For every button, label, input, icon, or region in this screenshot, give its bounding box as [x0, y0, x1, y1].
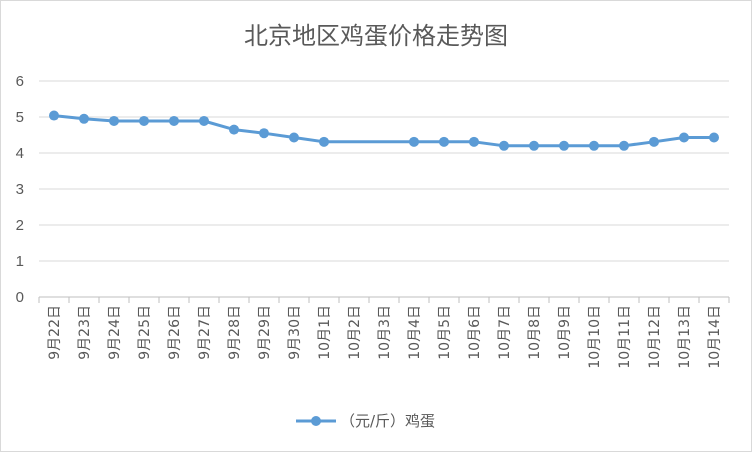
series-line: [53, 114, 714, 148]
x-tick-label: 9月25日: [137, 305, 153, 360]
data-point[interactable]: [229, 124, 239, 135]
data-point[interactable]: [649, 136, 659, 147]
x-tick-label: 9月23日: [77, 305, 93, 360]
x-tick-label: 10月14日: [707, 305, 723, 369]
y-tick-label: 3: [16, 181, 24, 198]
x-axis-ticks: 9月22日 9月23日 9月24日 9月25日 9月26日 9月27日 9月28日 9月29日…: [38, 297, 730, 369]
gridlines: [39, 80, 729, 298]
data-point[interactable]: [199, 115, 209, 126]
x-tick-label: 10月13日: [677, 305, 693, 369]
x-tick-label: 10月12日: [647, 305, 663, 369]
data-point[interactable]: [109, 115, 119, 126]
x-tick-label: 10月6日: [467, 305, 483, 360]
x-tick-label: 10月5日: [437, 305, 453, 360]
y-tick-label: 2: [16, 217, 24, 234]
data-point[interactable]: [709, 132, 719, 143]
x-tick-label: 9月22日: [47, 305, 63, 360]
data-point[interactable]: [529, 140, 539, 151]
x-tick-label: 9月29日: [257, 305, 273, 360]
y-tick-label: 6: [16, 73, 24, 90]
data-point[interactable]: [289, 132, 299, 143]
x-tick-label: 9月26日: [167, 305, 183, 360]
legend-label: （元/斤）鸡蛋: [340, 412, 435, 430]
x-tick-label: 10月3日: [377, 305, 393, 360]
data-point[interactable]: [409, 136, 419, 147]
x-tick-label: 10月11日: [617, 305, 633, 369]
data-point[interactable]: [499, 140, 509, 151]
y-axis-ticks: 0 1 2 3 4 5 6: [16, 73, 24, 306]
x-tick-label: 10月7日: [497, 305, 513, 360]
x-tick-label: 10月2日: [347, 305, 363, 360]
data-point[interactable]: [619, 140, 629, 151]
data-point[interactable]: [469, 136, 479, 147]
data-point[interactable]: [79, 113, 89, 124]
x-tick-label: 9月24日: [107, 305, 123, 360]
x-tick-label: 10月9日: [557, 305, 573, 360]
y-tick-label: 0: [16, 289, 24, 306]
x-tick-label: 10月10日: [587, 305, 603, 369]
data-points: [49, 110, 719, 151]
x-tick-label: 9月28日: [227, 305, 243, 360]
chart-title: 北京地区鸡蛋价格走势图: [244, 22, 508, 50]
data-point[interactable]: [439, 136, 449, 147]
legend[interactable]: （元/斤）鸡蛋: [296, 412, 435, 430]
x-tick-label: 9月30日: [287, 305, 303, 360]
data-point[interactable]: [319, 136, 329, 147]
data-point[interactable]: [259, 128, 269, 139]
data-point[interactable]: [139, 115, 149, 126]
x-tick-label: 9月27日: [197, 305, 213, 360]
data-point[interactable]: [49, 110, 59, 121]
y-tick-label: 1: [16, 253, 24, 270]
y-tick-label: 5: [16, 109, 24, 126]
series-polyline: [53, 114, 714, 148]
x-tick-label: 10月4日: [407, 305, 423, 360]
data-point[interactable]: [169, 115, 179, 126]
x-tick-label: 10月1日: [317, 305, 333, 360]
data-point[interactable]: [589, 140, 599, 151]
data-point[interactable]: [559, 140, 569, 151]
x-tick-label: 10月8日: [527, 305, 543, 360]
y-tick-label: 4: [16, 145, 24, 162]
legend-marker-icon: [311, 416, 321, 426]
data-point[interactable]: [679, 132, 689, 143]
